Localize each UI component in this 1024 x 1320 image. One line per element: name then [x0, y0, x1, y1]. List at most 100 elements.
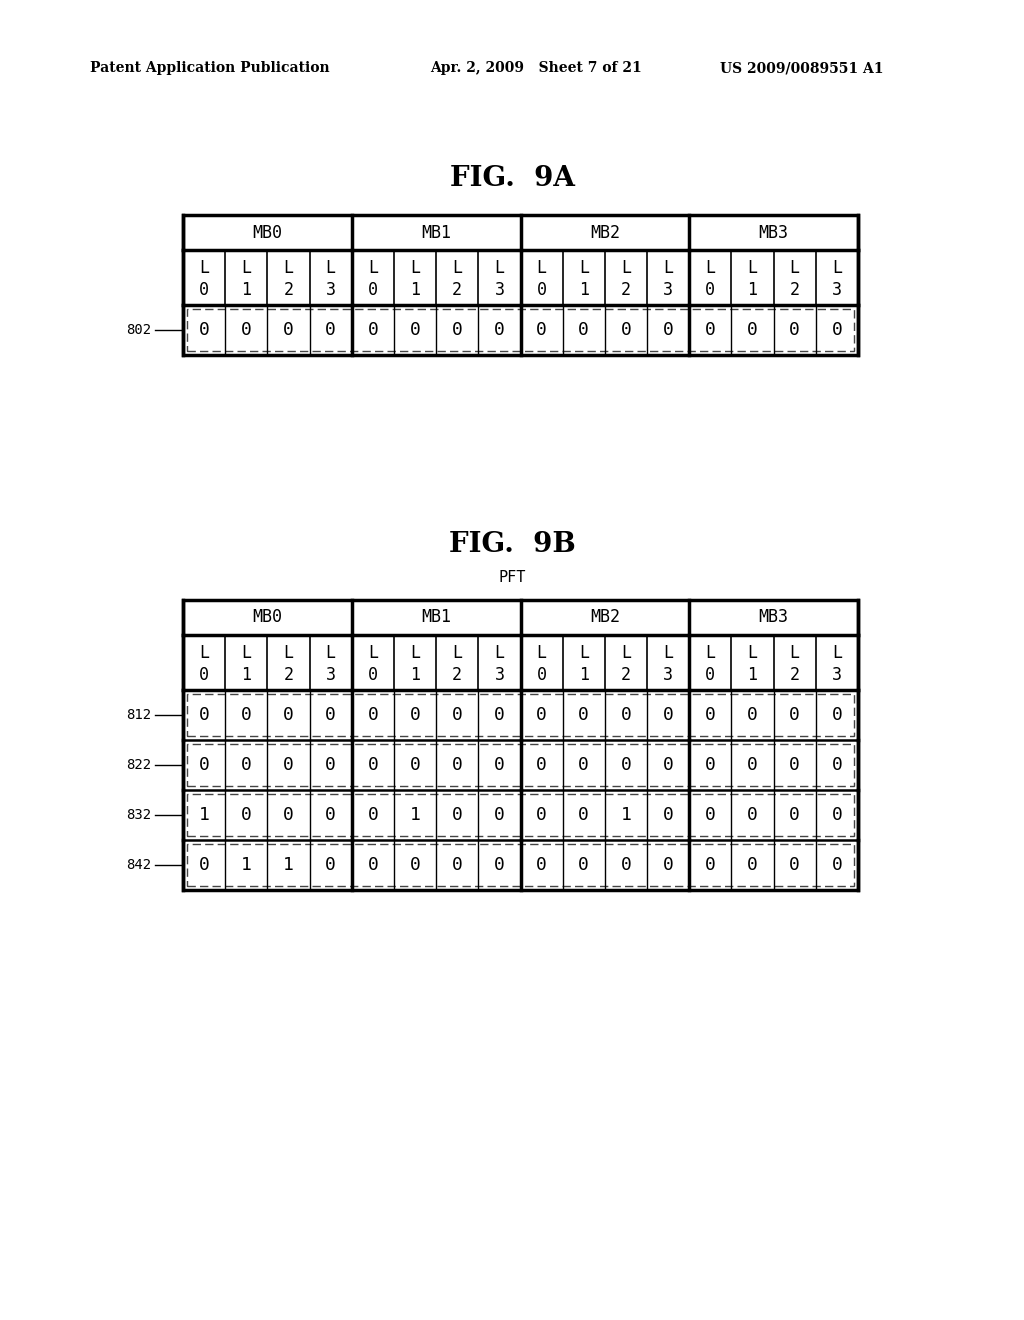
Text: L: L	[748, 259, 758, 277]
Text: 1: 1	[283, 855, 294, 874]
Text: 0: 0	[410, 321, 421, 339]
Text: L: L	[284, 259, 294, 277]
Text: 0: 0	[537, 321, 547, 339]
Text: Patent Application Publication: Patent Application Publication	[90, 61, 330, 75]
Text: 0: 0	[537, 807, 547, 824]
Text: 0: 0	[452, 706, 463, 723]
Text: MB2: MB2	[590, 223, 620, 242]
Text: 0: 0	[790, 807, 800, 824]
Text: 0: 0	[748, 807, 758, 824]
Text: L: L	[284, 644, 294, 661]
Text: 822: 822	[126, 758, 151, 772]
Text: 2: 2	[453, 665, 462, 684]
Text: L: L	[495, 259, 505, 277]
Text: 0: 0	[705, 855, 716, 874]
Text: 812: 812	[126, 708, 151, 722]
Text: L: L	[410, 644, 420, 661]
Text: 0: 0	[410, 855, 421, 874]
Text: 0: 0	[748, 706, 758, 723]
Text: 0: 0	[790, 706, 800, 723]
Text: 0: 0	[452, 321, 463, 339]
Text: MB0: MB0	[252, 609, 283, 627]
Text: 0: 0	[199, 855, 210, 874]
Text: 0: 0	[494, 756, 505, 774]
Text: 1: 1	[410, 281, 420, 298]
Text: 0: 0	[199, 756, 210, 774]
Text: 0: 0	[537, 706, 547, 723]
Text: L: L	[242, 644, 251, 661]
Text: L: L	[368, 259, 378, 277]
Text: 0: 0	[831, 756, 843, 774]
Text: 0: 0	[663, 807, 674, 824]
Text: 3: 3	[495, 665, 505, 684]
Text: 3: 3	[664, 281, 673, 298]
Text: L: L	[706, 259, 716, 277]
Text: 0: 0	[199, 281, 209, 298]
Text: 0: 0	[831, 321, 843, 339]
Text: L: L	[453, 259, 462, 277]
Bar	[187, 744, 854, 785]
Text: FIG.  9A: FIG. 9A	[450, 165, 574, 191]
Text: 1: 1	[242, 281, 251, 298]
Text: 3: 3	[495, 281, 505, 298]
Text: L: L	[368, 644, 378, 661]
Bar	[183, 215, 858, 355]
Text: 0: 0	[283, 321, 294, 339]
Text: US 2009/0089551 A1: US 2009/0089551 A1	[720, 61, 884, 75]
Text: L: L	[790, 644, 800, 661]
Text: 0: 0	[283, 706, 294, 723]
Text: 3: 3	[326, 665, 336, 684]
Text: L: L	[831, 644, 842, 661]
Text: 0: 0	[663, 855, 674, 874]
Bar	[187, 843, 854, 886]
Text: 3: 3	[831, 665, 842, 684]
Text: MB3: MB3	[759, 223, 788, 242]
Text: L: L	[326, 644, 336, 661]
Text: 842: 842	[126, 858, 151, 873]
Text: L: L	[326, 259, 336, 277]
Text: 0: 0	[790, 321, 800, 339]
Text: 0: 0	[748, 855, 758, 874]
Text: 0: 0	[199, 665, 209, 684]
Text: 1: 1	[199, 807, 210, 824]
Text: 2: 2	[621, 281, 631, 298]
Text: 0: 0	[368, 756, 378, 774]
Text: L: L	[495, 644, 505, 661]
Text: 3: 3	[664, 665, 673, 684]
Text: 832: 832	[126, 808, 151, 822]
Text: 1: 1	[241, 855, 252, 874]
Bar	[183, 601, 858, 890]
Text: 0: 0	[326, 807, 336, 824]
Text: 1: 1	[579, 281, 589, 298]
Text: 0: 0	[368, 855, 378, 874]
Text: 0: 0	[579, 756, 589, 774]
Text: 0: 0	[241, 807, 252, 824]
Text: 1: 1	[410, 665, 420, 684]
Text: 0: 0	[326, 706, 336, 723]
Text: 0: 0	[831, 807, 843, 824]
Text: 0: 0	[494, 321, 505, 339]
Text: 2: 2	[790, 665, 800, 684]
Text: 0: 0	[537, 281, 547, 298]
Text: FIG.  9B: FIG. 9B	[449, 532, 575, 558]
Text: 0: 0	[410, 756, 421, 774]
Text: 0: 0	[663, 756, 674, 774]
Text: 1: 1	[748, 665, 758, 684]
Text: 0: 0	[663, 321, 674, 339]
Text: MB2: MB2	[590, 609, 620, 627]
Bar	[187, 309, 854, 351]
Text: 0: 0	[241, 756, 252, 774]
Text: 0: 0	[283, 756, 294, 774]
Text: 1: 1	[410, 807, 421, 824]
Text: Apr. 2, 2009   Sheet 7 of 21: Apr. 2, 2009 Sheet 7 of 21	[430, 61, 642, 75]
Text: 0: 0	[537, 855, 547, 874]
Text: 1: 1	[748, 281, 758, 298]
Bar	[187, 795, 854, 836]
Text: PFT: PFT	[499, 570, 525, 586]
Text: L: L	[199, 644, 209, 661]
Text: 0: 0	[326, 756, 336, 774]
Text: 0: 0	[368, 807, 378, 824]
Text: 0: 0	[579, 706, 589, 723]
Text: 3: 3	[326, 281, 336, 298]
Text: 2: 2	[621, 665, 631, 684]
